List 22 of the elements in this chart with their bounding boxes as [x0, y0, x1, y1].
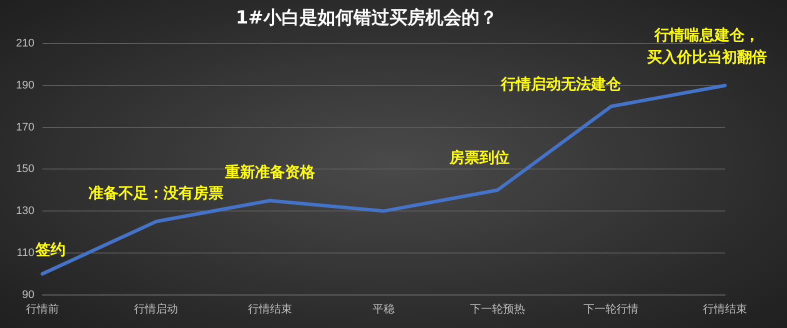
annotation: 准备不足：没有房票	[88, 184, 224, 202]
y-tick-label: 210	[16, 38, 34, 50]
x-tick-label: 下一轮行情	[584, 302, 639, 316]
y-tick-label: 90	[22, 288, 34, 301]
annotation: 行情启动无法建仓	[500, 74, 622, 93]
annotation: 房票到位	[448, 148, 510, 167]
y-tick-label: 170	[16, 121, 34, 134]
chart-title: 1#小白是如何错过买房机会的？	[236, 7, 498, 28]
y-tick-label: 150	[16, 163, 34, 176]
annotation: 买入价比当初翻倍	[647, 48, 767, 66]
x-tick-label: 行情前	[26, 302, 59, 316]
annotation: 签约	[34, 240, 66, 258]
annotation: 重新准备资格	[224, 162, 316, 181]
annotation: 行情喘息建仓，	[654, 26, 760, 44]
x-tick-label: 平稳	[372, 303, 395, 316]
x-tick-label: 下一轮预热	[470, 303, 525, 316]
x-tick-label: 行情启动	[134, 302, 178, 316]
y-tick-label: 190	[16, 80, 34, 92]
y-tick-label: 130	[16, 205, 34, 218]
y-tick-label: 110	[16, 246, 34, 259]
x-tick-label: 行情结束	[248, 302, 292, 316]
x-tick-label: 行情结束	[703, 302, 747, 316]
